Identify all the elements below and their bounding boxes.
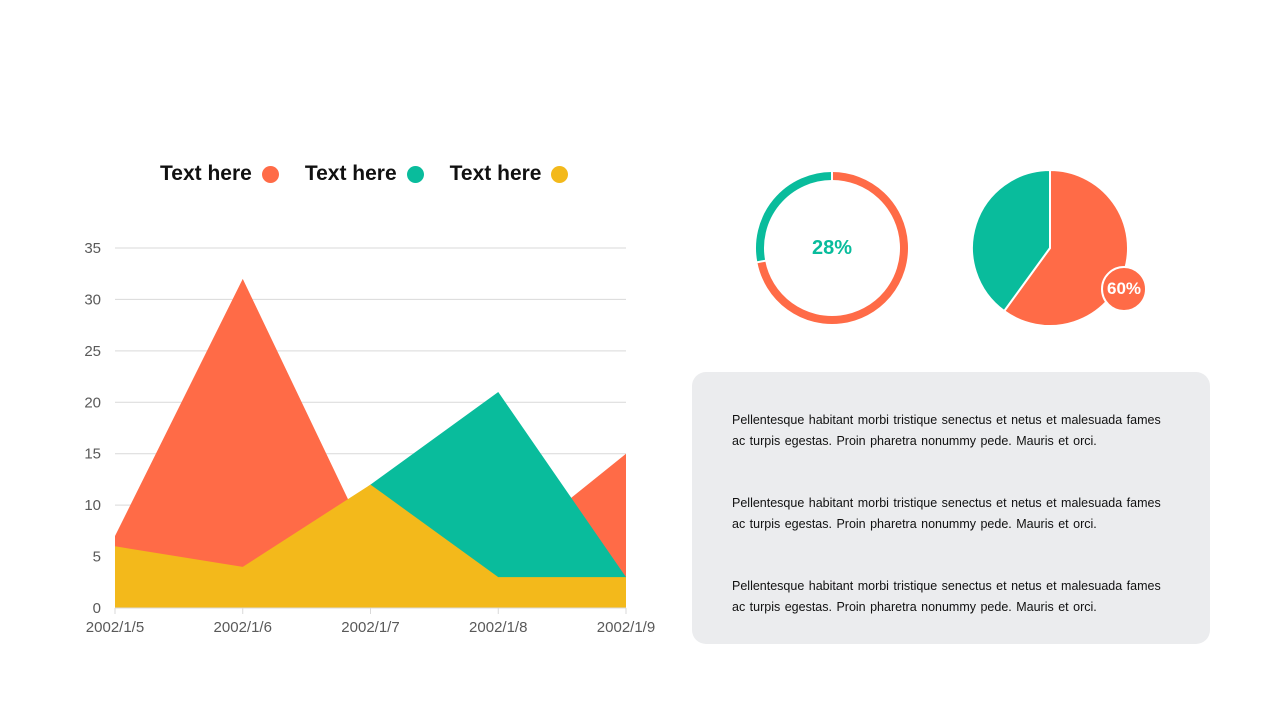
pie-chart: 60% bbox=[970, 168, 1150, 328]
y-tick-label: 30 bbox=[84, 291, 101, 308]
legend-swatch-yellow bbox=[551, 165, 569, 183]
donut-chart: 28% bbox=[752, 168, 912, 328]
panel-paragraph-3: Pellentesque habitant morbi tristique se… bbox=[732, 579, 1161, 614]
y-tick-label: 25 bbox=[84, 343, 101, 360]
legend-swatch-orange bbox=[261, 165, 279, 183]
donut-slice-1 bbox=[756, 172, 833, 263]
legend-item-series-1: Text here bbox=[160, 162, 279, 186]
pie-slice-2 bbox=[971, 168, 1051, 313]
y-tick-label: 35 bbox=[84, 240, 101, 257]
chart-legend: Text here Text here Text here bbox=[160, 158, 600, 190]
y-tick-label: 15 bbox=[84, 446, 101, 463]
legend-label: Text here bbox=[449, 162, 542, 185]
donut-svg bbox=[755, 170, 908, 324]
x-tick-label: 2002/1/5 bbox=[86, 619, 144, 636]
x-tick-label: 2002/1/9 bbox=[597, 619, 655, 636]
legend-swatch-teal bbox=[406, 165, 424, 183]
donut-slice-2 bbox=[757, 172, 908, 324]
pie-badge-label: 60% bbox=[1101, 266, 1147, 312]
legend-label: Text here bbox=[304, 162, 397, 185]
pie-svg bbox=[971, 168, 1129, 327]
legend-item-series-2: Text here bbox=[305, 162, 424, 186]
legend-label: Text here bbox=[160, 162, 252, 185]
y-tick-label: 10 bbox=[84, 497, 101, 514]
panel-paragraph-1: Pellentesque habitant morbi tristique se… bbox=[732, 413, 1161, 448]
text-panel: Pellentesque habitant morbi tristique se… bbox=[692, 372, 1210, 644]
donut-center-label: 28% bbox=[811, 236, 853, 259]
area-chart: 0 5 10 15 20 25 30 35 2002/1/5 2002/1/6 2002/1/7 20… bbox=[84, 240, 655, 636]
x-tick-label: 2002/1/7 bbox=[341, 619, 399, 636]
x-tick-label: 2002/1/6 bbox=[214, 619, 272, 636]
panel-paragraph-2: Pellentesque habitant morbi tristique se… bbox=[732, 496, 1161, 531]
x-tick-label: 2002/1/8 bbox=[469, 619, 527, 636]
area-series-3 bbox=[115, 484, 626, 608]
y-tick-label: 5 bbox=[93, 549, 101, 566]
donut-separator bbox=[755, 259, 768, 264]
y-tick-label: 0 bbox=[93, 600, 101, 617]
legend-item-series-3: Text here bbox=[450, 162, 569, 186]
y-tick-label: 20 bbox=[84, 394, 101, 411]
area-series-1 bbox=[115, 278, 626, 608]
